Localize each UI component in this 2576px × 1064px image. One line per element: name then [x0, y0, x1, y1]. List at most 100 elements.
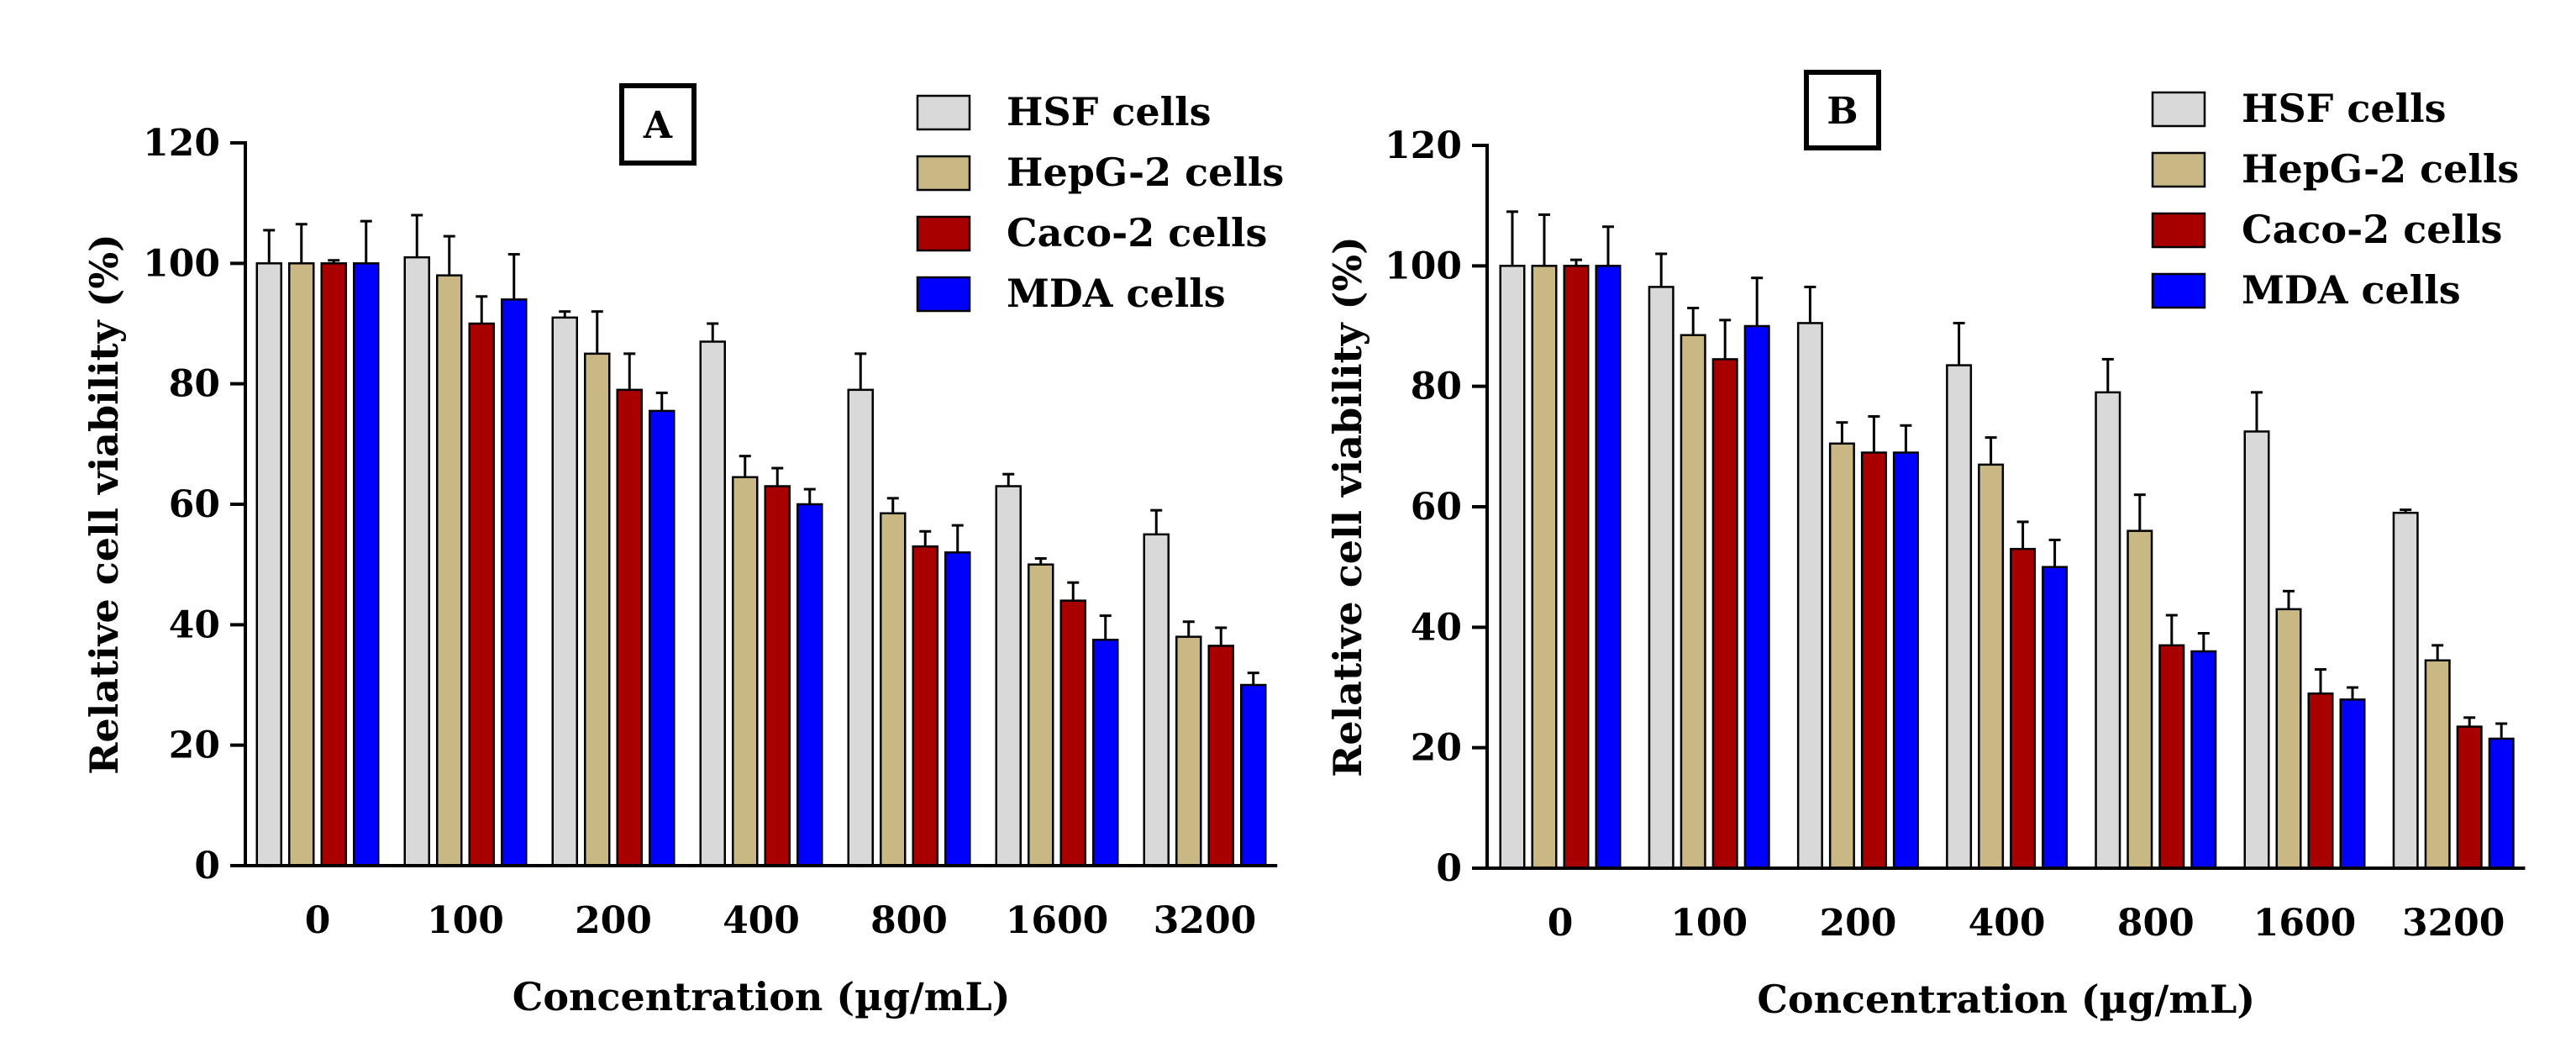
x-tick-label: 0 — [1548, 902, 1574, 945]
x-tick-label: 3200 — [2402, 902, 2505, 945]
bar-hsf-cells-800 — [2095, 391, 2121, 870]
bar-hepg-2-cells-1600 — [1028, 563, 1054, 867]
legend: HSF cells HepG-2 cells Caco-2 cells MDA cel… — [916, 89, 1284, 316]
bar-caco-2-cells-1600 — [1059, 599, 1086, 867]
bar-hepg-2-cells-3200 — [2424, 659, 2451, 870]
y-tick-label: 120 — [143, 122, 220, 165]
y-tick-label: 0 — [1436, 847, 1462, 890]
bar-caco-2-cells-100 — [468, 322, 495, 867]
x-tick-label: 100 — [1670, 902, 1748, 945]
x-axis-title: Concentration (µg/mL) — [513, 974, 1011, 1019]
legend-swatch — [2151, 91, 2206, 128]
bar-mda-cells-0 — [1595, 265, 1622, 870]
bar-hepg-2-cells-200 — [1828, 442, 1855, 870]
y-tick-label: 80 — [1411, 366, 1462, 408]
x-tick-label: 800 — [2117, 902, 2195, 945]
legend-label: Caco-2 cells — [2242, 207, 2502, 252]
bar-hsf-cells-1600 — [2243, 430, 2270, 870]
bar-hepg-2-cells-800 — [880, 512, 907, 867]
bar-caco-2-cells-200 — [1860, 451, 1887, 870]
legend-swatch — [916, 155, 971, 192]
bar-mda-cells-800 — [2190, 650, 2217, 870]
bar-caco-2-cells-0 — [1563, 265, 1590, 870]
bar-mda-cells-100 — [501, 298, 528, 867]
bar-hsf-cells-400 — [1946, 364, 1973, 870]
bar-hsf-cells-100 — [1648, 286, 1674, 870]
y-tick-label: 120 — [1385, 124, 1462, 167]
legend-label: HSF cells — [2242, 86, 2446, 131]
bar-hepg-2-cells-100 — [436, 274, 463, 867]
panel-label-box — [1804, 70, 1881, 150]
chart-panel-a: 0 20 40 60 80 100 120 0 100 200 400 800 1600 3200 Conc… — [81, 83, 1284, 1019]
chart-panel-b: 0 20 40 60 80 100 120 0 100 200 400 800 1600 3200 Conc… — [1325, 70, 2526, 1022]
legend-swatch — [2151, 151, 2206, 188]
legend-label: Caco-2 cells — [1007, 210, 1267, 255]
bar-mda-cells-400 — [796, 503, 823, 867]
y-tick-label: 100 — [143, 242, 220, 285]
legend-swatch — [2151, 212, 2206, 249]
x-tick-label: 800 — [870, 899, 948, 942]
legend-label: HSF cells — [1007, 89, 1211, 134]
bar-mda-cells-3200 — [2488, 737, 2515, 870]
y-axis-title: Relative cell viability (%) — [1325, 236, 1370, 777]
bar-mda-cells-1600 — [2339, 698, 2366, 870]
legend-swatch — [916, 94, 971, 131]
bar-hsf-cells-0 — [1499, 265, 1526, 870]
y-tick-label: 60 — [169, 483, 220, 526]
bar-hepg-2-cells-100 — [1680, 334, 1706, 870]
bar-hsf-cells-200 — [551, 316, 578, 867]
x-tick-label: 200 — [1819, 902, 1896, 945]
panel-label: A — [643, 104, 673, 147]
legend-label: HepG-2 cells — [2242, 146, 2519, 192]
bar-mda-cells-200 — [1892, 451, 1919, 870]
x-tick-label: 3200 — [1154, 899, 1256, 942]
y-tick-label: 40 — [169, 603, 220, 646]
legend-swatch — [916, 276, 971, 313]
panel-label-box — [619, 83, 697, 166]
bar-hsf-cells-400 — [699, 340, 726, 867]
bar-hsf-cells-3200 — [2392, 511, 2419, 870]
bar-caco-2-cells-1600 — [2307, 692, 2334, 870]
y-tick-label: 0 — [194, 845, 220, 888]
y-tick-label: 20 — [169, 724, 220, 767]
y-axis-title: Relative cell viability (%) — [81, 234, 127, 775]
bar-caco-2-cells-3200 — [2456, 725, 2483, 870]
x-tick-label: 200 — [575, 899, 652, 942]
bar-caco-2-cells-400 — [764, 485, 791, 867]
x-tick-label: 400 — [723, 899, 800, 942]
x-tick-label: 400 — [1969, 902, 2046, 945]
panel-label: B — [1827, 90, 1858, 133]
bar-hsf-cells-800 — [847, 388, 874, 867]
bar-caco-2-cells-100 — [1711, 358, 1738, 870]
x-tick-label: 0 — [305, 899, 331, 942]
y-tick-label: 60 — [1411, 486, 1462, 529]
x-axis-title: Concentration (µg/mL) — [1757, 977, 2255, 1022]
legend-label: MDA cells — [2242, 267, 2461, 313]
bar-hepg-2-cells-800 — [2127, 529, 2153, 870]
bar-hepg-2-cells-0 — [288, 262, 315, 867]
bar-mda-cells-1600 — [1092, 639, 1119, 867]
bar-caco-2-cells-800 — [912, 545, 938, 867]
bar-hepg-2-cells-0 — [1531, 265, 1558, 870]
bar-caco-2-cells-200 — [616, 388, 643, 867]
bar-hepg-2-cells-400 — [1978, 463, 2005, 870]
bar-hepg-2-cells-3200 — [1175, 635, 1202, 867]
bar-caco-2-cells-0 — [320, 262, 347, 867]
bar-mda-cells-800 — [944, 551, 971, 867]
legend: HSF cells HepG-2 cells Caco-2 cells MDA cel… — [2151, 86, 2519, 313]
bar-hepg-2-cells-1600 — [2275, 608, 2302, 870]
bar-mda-cells-3200 — [1240, 683, 1267, 867]
y-tick-label: 80 — [169, 363, 220, 406]
bar-caco-2-cells-800 — [2158, 644, 2185, 870]
bar-caco-2-cells-400 — [2010, 547, 2037, 870]
legend-label: HepG-2 cells — [1007, 150, 1284, 195]
bar-mda-cells-0 — [353, 262, 380, 867]
x-tick-label: 100 — [427, 899, 504, 942]
bar-hepg-2-cells-400 — [732, 476, 759, 867]
bar-mda-cells-400 — [2042, 566, 2069, 870]
bar-hsf-cells-3200 — [1143, 533, 1170, 867]
y-tick-label: 100 — [1385, 245, 1462, 287]
y-tick-label: 20 — [1411, 727, 1462, 770]
x-tick-label: 1600 — [1006, 899, 1108, 942]
